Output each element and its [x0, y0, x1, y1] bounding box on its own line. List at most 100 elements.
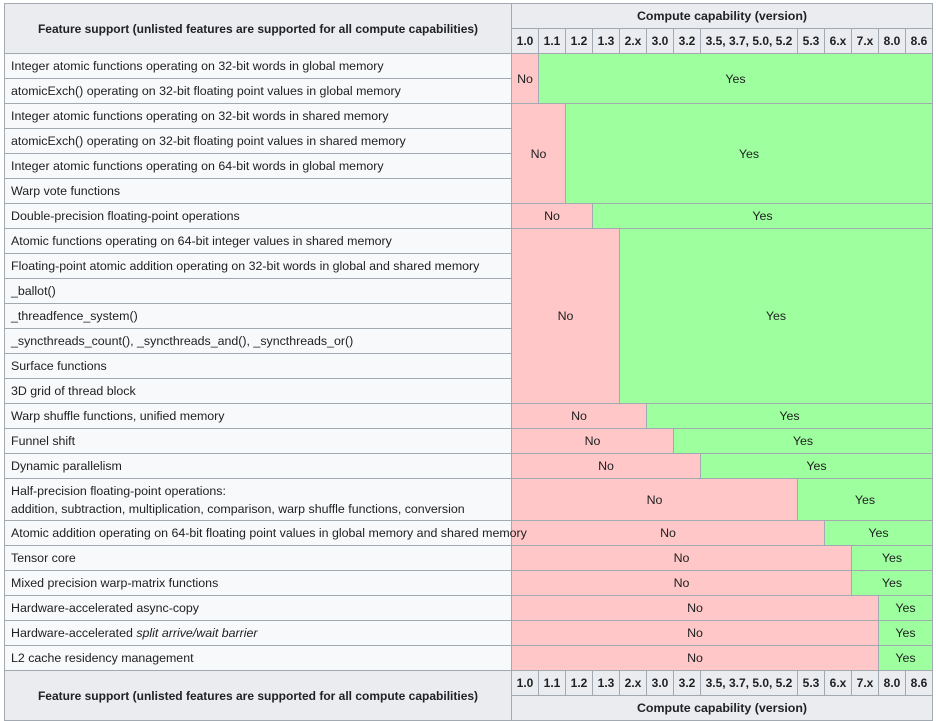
support-yes-cell: Yes — [850, 545, 934, 571]
feature-name: Half-precision floating-point operations… — [4, 478, 512, 521]
version-header: 7.x — [851, 670, 879, 696]
version-header: 3.2 — [673, 28, 701, 54]
table-row: Surface functions — [4, 353, 933, 379]
table-row: Double-precision floating-point operatio… — [4, 203, 934, 229]
table-row: Atomic addition operating on 64-bit floa… — [4, 520, 934, 546]
feature-name: Integer atomic functions operating on 64… — [4, 153, 512, 179]
support-yes-cell: Yes — [699, 453, 934, 479]
support-no-cell: No — [511, 453, 701, 479]
table-row: Warp shuffle functions, unified memory N… — [4, 403, 934, 429]
compute-capability-header: Compute capability (version) — [510, 3, 934, 29]
feature-name: Integer atomic functions operating on 32… — [4, 103, 512, 129]
version-header: 3.0 — [646, 28, 674, 54]
feature-name-line: addition, subtraction, multiplication, c… — [11, 501, 465, 516]
version-header: 1.3 — [592, 28, 620, 54]
support-no-cell: No — [511, 545, 852, 571]
support-no-cell: No — [511, 478, 798, 521]
feature-name: Dynamic parallelism — [4, 453, 512, 479]
feature-name: atomicExch() operating on 32-bit floatin… — [4, 78, 512, 104]
version-header: 3.5, 3.7, 5.0, 5.2 — [700, 670, 798, 696]
feature-name: Hardware-accelerated split arrive/wait b… — [4, 620, 512, 646]
feature-name-line: Half-precision floating-point operations… — [11, 483, 226, 498]
table-row: Half-precision floating-point operations… — [4, 478, 934, 521]
support-no-cell: No — [511, 103, 566, 204]
version-header: 1.1 — [538, 670, 566, 696]
feature-name-italic: split arrive/wait barrier — [136, 626, 258, 640]
feature-name: Double-precision floating-point operatio… — [4, 203, 512, 229]
feature-support-footer: Feature support (unlisted features are s… — [4, 670, 512, 721]
table-row: _syncthreads_count(), _syncthreads_and()… — [4, 328, 933, 354]
table-row: L2 cache residency management No Yes — [4, 645, 934, 671]
version-header: 2.x — [619, 670, 647, 696]
table-row: Integer atomic functions operating on 32… — [4, 53, 934, 104]
table-row: Funnel shift No Yes — [4, 428, 934, 454]
version-header: 7.x — [851, 28, 879, 54]
table-row: 3D grid of thread block — [4, 378, 933, 404]
feature-name: _syncthreads_count(), _syncthreads_and()… — [4, 328, 512, 354]
feature-name: Integer atomic functions operating on 32… — [4, 53, 512, 79]
table-row: _threadfence_system() — [4, 303, 933, 329]
support-yes-cell: Yes — [877, 595, 934, 621]
feature-name: Warp vote functions — [4, 178, 512, 204]
version-header: 3.2 — [673, 670, 701, 696]
support-yes-cell: Yes — [796, 478, 934, 521]
support-no-cell: No — [511, 520, 825, 546]
support-no-cell: No — [511, 620, 879, 646]
support-yes-cell: Yes — [672, 428, 934, 454]
feature-name: Funnel shift — [4, 428, 512, 454]
feature-name: _threadfence_system() — [4, 303, 512, 329]
feature-name: Warp shuffle functions, unified memory — [4, 403, 512, 429]
feature-name: Floating-point atomic addition operating… — [4, 253, 512, 279]
support-yes-cell: Yes — [850, 570, 934, 596]
support-yes-cell: Yes — [877, 645, 934, 671]
version-header: 6.x — [824, 670, 852, 696]
feature-name: Atomic functions operating on 64-bit int… — [4, 228, 512, 254]
version-header: 5.3 — [797, 28, 825, 54]
support-yes-cell: Yes — [618, 228, 934, 404]
table-row: Floating-point atomic addition operating… — [4, 253, 933, 279]
feature-name: L2 cache residency management — [4, 645, 512, 671]
support-no-cell: No — [511, 203, 593, 229]
version-header: 3.5, 3.7, 5.0, 5.2 — [700, 28, 798, 54]
support-yes-cell: Yes — [823, 520, 934, 546]
feature-support-header: Feature support (unlisted features are s… — [4, 3, 512, 54]
table-row: atomicExch() operating on 32-bit floatin… — [4, 128, 933, 154]
version-header: 1.2 — [565, 28, 593, 54]
version-header: 3.0 — [646, 670, 674, 696]
feature-name: Surface functions — [4, 353, 512, 379]
support-no-cell: No — [511, 428, 674, 454]
support-yes-cell: Yes — [877, 620, 934, 646]
table-row: Hardware-accelerated async-copy No Yes — [4, 595, 934, 621]
version-header: 8.6 — [904, 28, 934, 54]
version-header: 8.0 — [878, 670, 906, 696]
support-no-cell: No — [511, 570, 852, 596]
version-header: 1.2 — [565, 670, 593, 696]
version-header: 8.6 — [904, 670, 934, 696]
support-no-cell: No — [511, 645, 879, 671]
support-yes-cell: Yes — [591, 203, 934, 229]
table-row: Atomic functions operating on 64-bit int… — [4, 228, 934, 404]
version-header: 1.1 — [538, 28, 566, 54]
feature-name: Atomic addition operating on 64-bit floa… — [4, 520, 527, 546]
table-row: atomicExch() operating on 32-bit floatin… — [4, 78, 933, 104]
version-header: 1.0 — [511, 28, 539, 54]
feature-name: 3D grid of thread block — [4, 378, 512, 404]
feature-name: atomicExch() operating on 32-bit floatin… — [4, 128, 512, 154]
feature-support-table: Feature support (unlisted features are s… — [4, 3, 934, 721]
table-row: Integer atomic functions operating on 32… — [4, 103, 934, 204]
version-header: 8.0 — [878, 28, 906, 54]
table-row: Warp vote functions — [4, 178, 933, 204]
feature-name: Mixed precision warp-matrix functions — [4, 570, 512, 596]
version-header: 1.0 — [511, 670, 539, 696]
support-yes-cell: Yes — [645, 403, 934, 429]
table-row: Hardware-accelerated split arrive/wait b… — [4, 620, 934, 646]
feature-name-part: Hardware-accelerated — [11, 626, 137, 640]
support-yes-cell: Yes — [537, 53, 934, 104]
version-header: 5.3 — [797, 670, 825, 696]
table-row: Tensor core No Yes — [4, 545, 934, 571]
support-yes-cell: Yes — [564, 103, 934, 204]
version-header: 6.x — [824, 28, 852, 54]
version-header: 2.x — [619, 28, 647, 54]
feature-name: Hardware-accelerated async-copy — [4, 595, 512, 621]
compute-capability-footer: Compute capability (version) — [510, 695, 934, 721]
